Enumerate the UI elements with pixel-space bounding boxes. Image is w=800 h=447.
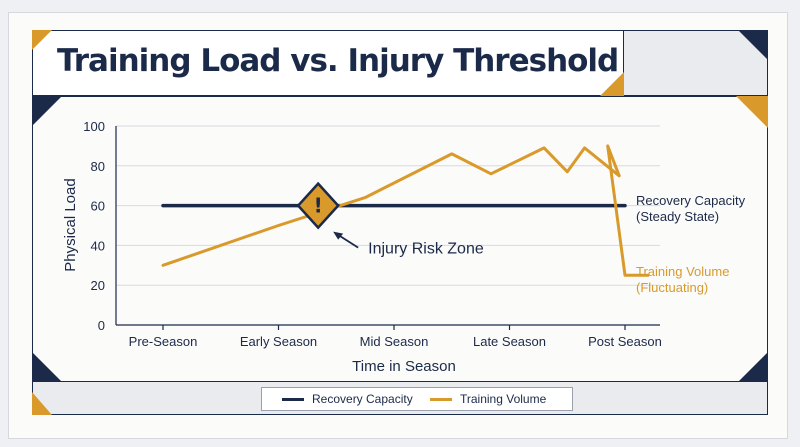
chart-title: Training Load vs. Injury Threshold <box>57 43 619 79</box>
label-recovery-capacity: Recovery Capacity <box>636 193 746 208</box>
y-tick-label-80: 80 <box>91 159 105 174</box>
title-side-panel <box>623 31 767 95</box>
legend: Recovery Capacity Training Volume <box>261 387 573 411</box>
corner-accent-chart-top-left <box>32 96 62 126</box>
corner-accent-top-left <box>32 30 52 50</box>
chart-panel <box>32 96 768 382</box>
corner-accent-chart-top-right <box>736 96 768 128</box>
corner-accent-title-right <box>600 72 624 96</box>
annotation-label-injury-risk-zone: Injury Risk Zone <box>368 241 484 258</box>
legend-panel: Recovery Capacity Training Volume <box>32 382 768 415</box>
y-tick-label-0: 0 <box>98 318 105 333</box>
y-tick-label-40: 40 <box>91 238 105 253</box>
x-tick-label-3: Late Season <box>473 334 546 349</box>
annotations: Recovery Capacity(Steady State) Training … <box>296 181 746 295</box>
label-recovery-capacity-sub: (Steady State) <box>636 209 719 224</box>
y-tick-label-100: 100 <box>83 119 105 134</box>
title-banner: Training Load vs. Injury Threshold <box>32 30 768 96</box>
axes: 0 20 40 60 80 100 Pre-Season Early Season Mid Se… <box>62 119 662 375</box>
x-tick-label-4: Post Season <box>588 334 662 349</box>
legend-swatch-training <box>430 397 452 401</box>
legend-label-training: Training Volume <box>460 392 547 406</box>
label-training-volume-sub: (Fluctuating) <box>636 280 708 295</box>
y-axis-title: Physical Load <box>62 178 79 271</box>
warning-diamond-mark: ! <box>314 194 323 218</box>
y-tick-label-60: 60 <box>91 199 105 214</box>
x-axis-title: Time in Season <box>352 358 456 375</box>
legend-swatch-recovery <box>282 397 304 401</box>
legend-label-recovery: Recovery Capacity <box>312 392 413 406</box>
series <box>161 144 650 277</box>
y-tick-label-20: 20 <box>91 278 105 293</box>
x-tick-label-1: Early Season <box>240 334 317 349</box>
series-line-training-volume <box>161 144 650 277</box>
corner-accent-legend-left <box>32 392 52 415</box>
corner-accent-chart-bottom-left <box>32 352 62 382</box>
corner-accent-top-right <box>738 30 768 60</box>
x-tick-label-0: Pre-Season <box>129 334 198 349</box>
warning-diamond-icon <box>296 181 340 230</box>
corner-accent-chart-bottom-right <box>738 352 768 382</box>
x-tick-label-2: Mid Season <box>360 334 429 349</box>
annotation-arrow-head <box>333 231 344 240</box>
legend-item-recovery-capacity: Recovery Capacity <box>282 388 413 410</box>
label-training-volume: Training Volume <box>636 264 729 279</box>
legend-item-training-volume: Training Volume <box>430 388 546 410</box>
